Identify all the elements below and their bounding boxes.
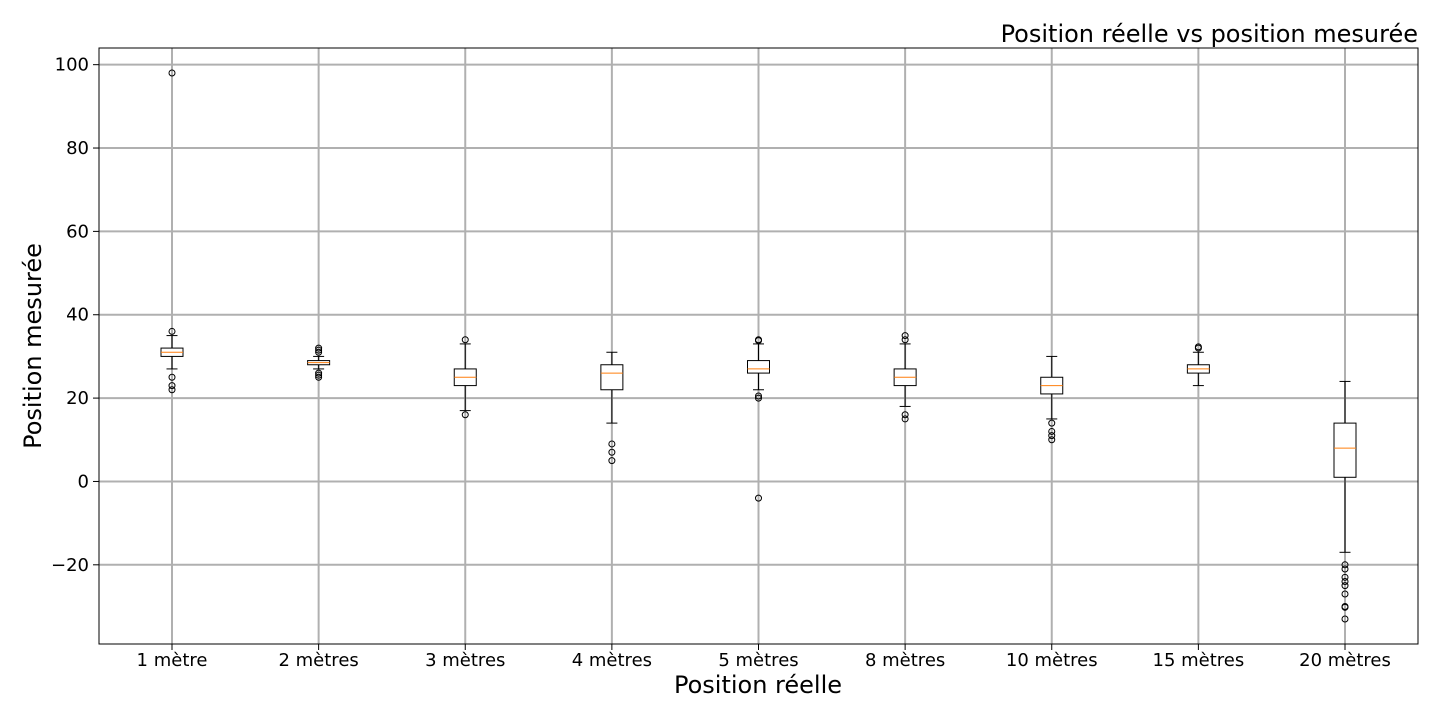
flier-point xyxy=(901,336,909,344)
box-7 xyxy=(1040,355,1064,444)
x-tick-label: 4 mètres xyxy=(572,650,652,671)
flier-point xyxy=(315,346,323,354)
flier-point xyxy=(901,415,909,423)
x-tick-label: 10 mètres xyxy=(1006,650,1098,671)
flier-point xyxy=(1048,419,1056,427)
x-tick-label: 20 mètres xyxy=(1299,650,1391,671)
x-tick-label: 2 mètres xyxy=(278,650,358,671)
flier-point xyxy=(315,371,323,379)
flier-point xyxy=(1341,577,1349,585)
flier-point xyxy=(1341,590,1349,598)
box-4 xyxy=(600,351,624,465)
flier-point xyxy=(1341,561,1349,569)
flier-point xyxy=(901,411,909,419)
y-axis-label: Position mesurée xyxy=(19,243,47,449)
flier-point xyxy=(315,348,323,356)
flier-point xyxy=(168,69,176,77)
flier-point xyxy=(168,373,176,381)
flier-point xyxy=(608,440,616,448)
box-2 xyxy=(307,344,331,381)
box-3 xyxy=(453,336,477,419)
y-axis: −20 0 20 40 60 80 100 xyxy=(51,55,99,576)
box-5 xyxy=(747,336,770,502)
box-series xyxy=(160,69,1357,623)
box-rect xyxy=(747,360,770,374)
flier-point xyxy=(1341,603,1349,611)
flier-point xyxy=(168,382,176,390)
flier-point xyxy=(461,411,469,419)
x-tick-label: 3 mètres xyxy=(425,650,505,671)
x-axis: 1 mètre 2 mètres 3 mètres 4 mètres 5 mètres 8… xyxy=(137,644,1391,671)
flier-point xyxy=(608,448,616,456)
x-tick-label: 5 mètres xyxy=(718,650,798,671)
flier-point xyxy=(168,386,176,394)
x-axis-label: Position réelle xyxy=(674,671,842,699)
y-tick-label: 20 xyxy=(66,388,89,409)
y-tick-label: 100 xyxy=(55,55,89,76)
flier-point xyxy=(315,373,323,381)
flier-point xyxy=(315,369,323,377)
box-6 xyxy=(893,332,917,423)
flier-point xyxy=(608,457,616,465)
flier-point xyxy=(755,337,762,345)
flier-point xyxy=(1194,343,1202,351)
flier-point xyxy=(901,332,909,340)
box-9 xyxy=(1333,380,1357,623)
flier-point xyxy=(1048,427,1056,435)
flier-point xyxy=(168,327,176,335)
chart-title: Position réelle vs position mesurée xyxy=(1001,20,1418,48)
x-tick-label: 1 mètre xyxy=(137,650,208,671)
flier-point xyxy=(1048,436,1056,444)
flier-point xyxy=(755,494,762,502)
flier-point xyxy=(461,336,469,344)
y-tick-label: 60 xyxy=(66,221,89,242)
flier-point xyxy=(1341,565,1349,573)
y-tick-label: −20 xyxy=(51,555,89,576)
flier-point xyxy=(1341,582,1349,590)
flier-point xyxy=(1341,615,1349,623)
flier-point xyxy=(755,392,762,400)
box-rect xyxy=(1333,422,1357,478)
box-rect xyxy=(600,364,624,391)
x-tick-label: 8 mètres xyxy=(865,650,945,671)
x-tick-label: 15 mètres xyxy=(1153,650,1245,671)
flier-point xyxy=(315,344,323,352)
flier-point xyxy=(755,394,762,402)
box-8 xyxy=(1186,343,1210,387)
flier-point xyxy=(1341,573,1349,581)
y-tick-label: 0 xyxy=(78,471,89,492)
y-tick-label: 40 xyxy=(66,305,89,326)
y-tick-label: 80 xyxy=(66,138,89,159)
flier-point xyxy=(1048,432,1056,440)
box-1 xyxy=(160,69,184,394)
